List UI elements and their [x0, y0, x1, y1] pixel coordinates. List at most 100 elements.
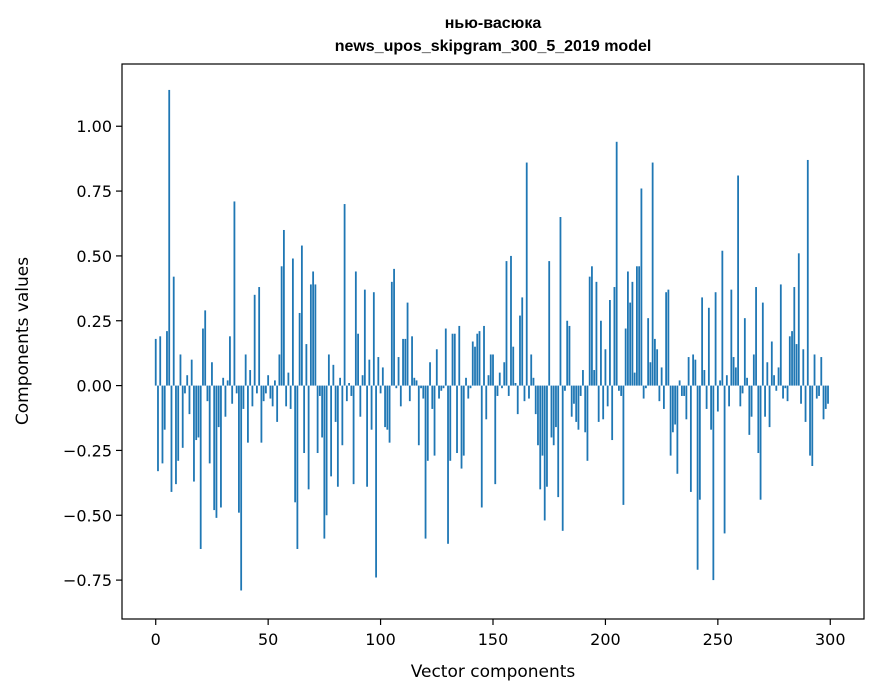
bar [570, 385, 573, 417]
bar [552, 385, 555, 446]
bar [325, 385, 328, 516]
bar [768, 385, 771, 428]
bar [573, 385, 575, 404]
bar [800, 385, 802, 404]
bar [184, 385, 186, 394]
bar [202, 328, 204, 386]
bar [280, 266, 283, 386]
bar [199, 385, 202, 549]
bar [719, 380, 721, 386]
bar [716, 385, 719, 412]
bar [692, 354, 695, 386]
bar [296, 385, 299, 549]
bar [683, 385, 686, 396]
bar [501, 385, 503, 389]
bar [217, 385, 220, 428]
bar [483, 325, 485, 386]
bar [793, 287, 796, 386]
bar [172, 276, 175, 386]
bar [249, 370, 252, 386]
x-axis-label: Vector components [411, 662, 576, 682]
bar [669, 385, 672, 456]
bar [287, 372, 290, 386]
bar [588, 276, 591, 386]
bar [516, 385, 519, 415]
bar [712, 385, 715, 581]
bar [370, 385, 373, 430]
bar [390, 281, 393, 386]
y-tick-label: 0.25 [76, 312, 112, 331]
bar [507, 385, 510, 396]
bar [453, 333, 456, 386]
bar [406, 302, 409, 386]
bar [181, 385, 184, 448]
bar [550, 385, 553, 438]
bar [206, 385, 209, 402]
x-tick-label: 0 [151, 630, 161, 649]
bar [541, 385, 544, 456]
bar [674, 385, 677, 425]
bar [368, 359, 371, 386]
bar [658, 385, 661, 402]
y-tick-label: 0.00 [76, 377, 112, 396]
bar [188, 385, 191, 415]
bar [303, 385, 306, 454]
bar [577, 385, 580, 430]
bar [215, 385, 218, 518]
bar [656, 349, 659, 386]
bar [309, 284, 312, 386]
bar [361, 375, 364, 386]
y-tick-label: −0.75 [63, 571, 112, 590]
bar [579, 385, 582, 396]
bar [424, 385, 427, 539]
bar [537, 385, 539, 446]
bar [393, 268, 395, 386]
bar [474, 346, 476, 386]
bar [345, 385, 348, 402]
bar [408, 385, 411, 402]
y-tick-label: 0.50 [76, 247, 112, 266]
bar [534, 385, 537, 415]
bar [629, 302, 632, 386]
bar [258, 287, 261, 386]
bar [496, 385, 499, 396]
bar [240, 385, 243, 591]
bar [689, 385, 692, 492]
bar [597, 385, 600, 422]
bar [685, 385, 688, 420]
bar [514, 383, 517, 386]
bar [591, 266, 593, 386]
bar [377, 357, 380, 386]
bar [177, 385, 180, 461]
bar [397, 357, 400, 386]
bar [339, 377, 341, 386]
bar [460, 385, 463, 469]
bar [676, 385, 679, 474]
bar [316, 385, 319, 454]
bar [469, 385, 472, 389]
bar [159, 336, 162, 386]
bar [282, 229, 285, 386]
bar [660, 367, 663, 386]
y-tick-label: 0.75 [76, 182, 112, 201]
bar [359, 385, 362, 417]
bar [471, 341, 474, 386]
bar [426, 385, 429, 461]
bar [307, 385, 310, 490]
bar [755, 287, 757, 386]
bar [723, 385, 726, 534]
bar [680, 385, 683, 396]
bar [510, 255, 512, 386]
bar [525, 162, 528, 386]
bar [647, 318, 650, 386]
bar [489, 354, 492, 386]
bar [433, 385, 436, 456]
bar [352, 385, 355, 485]
x-axis: 0 50 100 150 200 250 300 [151, 619, 846, 649]
bar [305, 344, 308, 386]
bar [274, 380, 276, 386]
bar [366, 385, 368, 487]
bar [739, 385, 742, 407]
bar [732, 357, 735, 386]
bar [633, 372, 636, 386]
